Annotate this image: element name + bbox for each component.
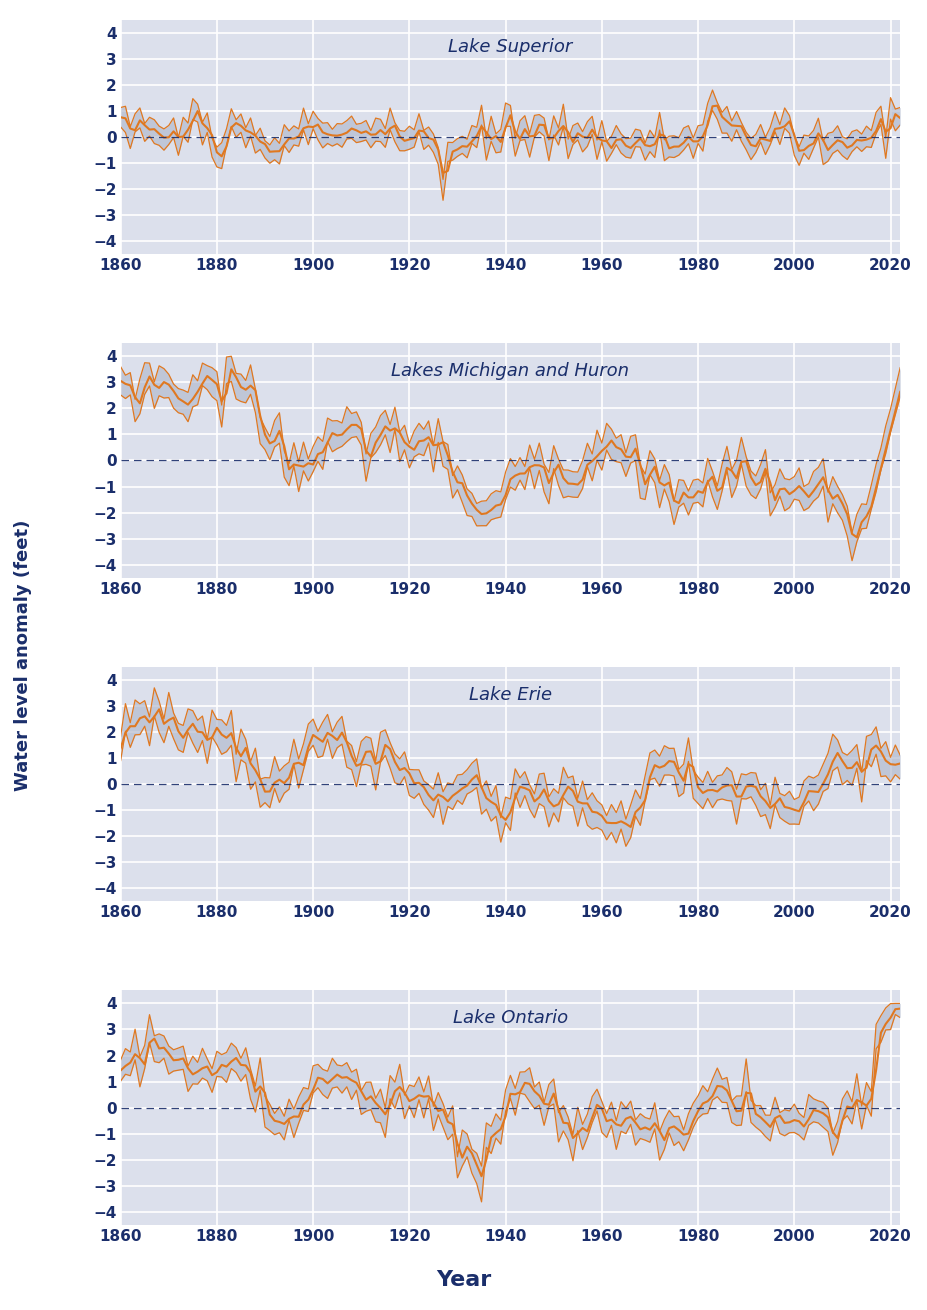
Text: Lakes Michigan and Huron: Lakes Michigan and Huron (391, 362, 629, 380)
Text: Water level anomaly (feet): Water level anomaly (feet) (14, 519, 32, 791)
Text: Lake Superior: Lake Superior (448, 38, 572, 56)
Text: Year: Year (436, 1271, 491, 1290)
Text: Lake Ontario: Lake Ontario (452, 1009, 567, 1027)
Text: Lake Erie: Lake Erie (468, 685, 552, 703)
